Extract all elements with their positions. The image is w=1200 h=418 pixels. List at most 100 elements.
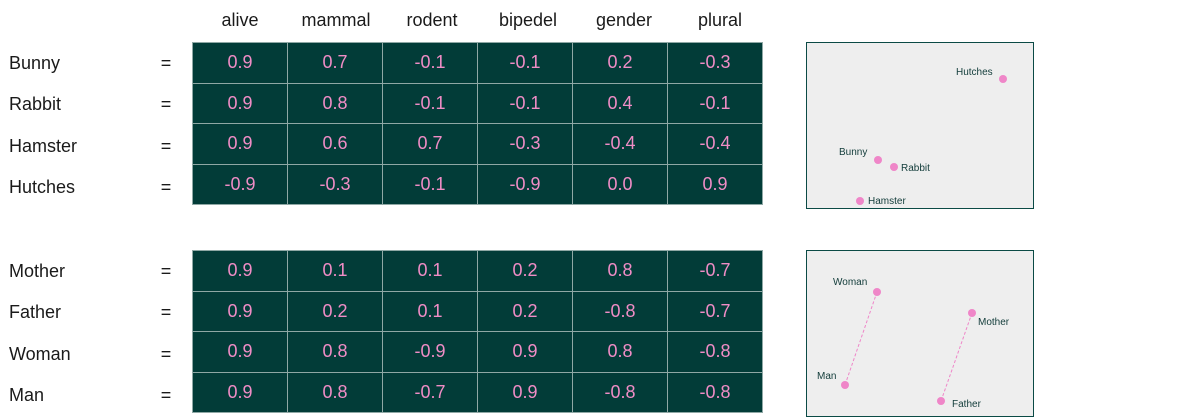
equals-sign: = (160, 302, 172, 322)
point-father (937, 397, 945, 405)
table-row: 0.9 0.8 -0.7 0.9 -0.8 -0.8 (192, 371, 763, 413)
vector-cell: 0.9 (477, 331, 573, 373)
vector-cell: -0.3 (667, 42, 763, 84)
point-bunny (874, 156, 882, 164)
word-label: Hamster (9, 136, 78, 156)
equals-sign: = (160, 261, 172, 281)
vector-cell: -0.1 (382, 163, 478, 205)
point-man (841, 381, 849, 389)
embedding-plot-canvas: Hutches Bunny Rabbit Hamster (839, 67, 1007, 207)
point-label-woman: Woman (833, 277, 867, 288)
word-label: Woman (9, 344, 71, 364)
feature-header-rodent: rodent (406, 10, 458, 30)
embedding-plot-canvas: Woman Man Mother Father (817, 277, 1010, 410)
vector-cell: -0.4 (572, 123, 668, 165)
vector-cell: 0.4 (572, 82, 668, 124)
vector-cell: -0.9 (382, 331, 478, 373)
vector-cell: 0.1 (382, 250, 478, 292)
vector-cell: 0.9 (192, 371, 288, 413)
vector-cell: -0.1 (477, 82, 573, 124)
table-row: 0.9 0.2 0.1 0.2 -0.8 -0.7 (192, 290, 763, 332)
equals-sign: = (160, 53, 172, 73)
vector-cell: 0.2 (477, 250, 573, 292)
vector-cell: 0.8 (572, 250, 668, 292)
vector-cell: 0.2 (572, 42, 668, 84)
point-label-hamster: Hamster (868, 196, 906, 207)
feature-header-plural: plural (697, 10, 743, 30)
point-label-rabbit: Rabbit (901, 163, 930, 174)
table-row: 0.9 0.1 0.1 0.2 0.8 -0.7 (192, 250, 763, 292)
vector-cell: 0.6 (287, 123, 383, 165)
vector-cell: 0.9 (667, 163, 763, 205)
vector-cell: -0.8 (572, 371, 668, 413)
vector-cell: 0.9 (192, 82, 288, 124)
table-row: 0.9 0.6 0.7 -0.3 -0.4 -0.4 (192, 123, 763, 165)
vector-cell: 0.9 (192, 250, 288, 292)
vector-cell: -0.1 (667, 82, 763, 124)
vector-cell: -0.1 (382, 42, 478, 84)
vector-cell: 0.1 (382, 290, 478, 332)
vector-table-animals: 0.9 0.7 -0.1 -0.1 0.2 -0.3 0.9 0.8 -0.1 … (192, 42, 763, 205)
relation-line-mother-father (940, 312, 973, 402)
word-label: Bunny (9, 53, 61, 73)
equals-sign: = (160, 344, 172, 364)
vector-cell: 0.7 (382, 123, 478, 165)
point-label-man: Man (817, 371, 836, 382)
vector-cell: -0.9 (192, 163, 288, 205)
vector-cell: 0.7 (287, 42, 383, 84)
point-woman (873, 288, 881, 296)
point-hutches (999, 75, 1007, 83)
vector-cell: 0.9 (192, 123, 288, 165)
vector-cell: 0.2 (287, 290, 383, 332)
point-mother (968, 309, 976, 317)
word-label: Father (9, 302, 62, 322)
embedding-plot-people: Woman Man Mother Father (806, 250, 1034, 417)
vector-cell: 0.8 (287, 331, 383, 373)
word-label: Hutches (9, 177, 76, 197)
vector-cell: -0.3 (287, 163, 383, 205)
table-row: 0.9 0.8 -0.1 -0.1 0.4 -0.1 (192, 82, 763, 124)
table-row: 0.9 0.8 -0.9 0.9 0.8 -0.8 (192, 331, 763, 373)
vector-cell: -0.7 (667, 290, 763, 332)
feature-header-alive: alive (221, 10, 259, 30)
vector-table-people: 0.9 0.1 0.1 0.2 0.8 -0.7 0.9 0.2 0.1 0.2… (192, 250, 763, 413)
vector-cell: 0.9 (477, 371, 573, 413)
point-label-hutches: Hutches (956, 67, 993, 78)
feature-header-bipedel: bipedel (498, 10, 558, 30)
equals-sign: = (160, 136, 172, 156)
equals-sign: = (160, 385, 172, 405)
vector-cell: 0.9 (192, 331, 288, 373)
feature-header-gender: gender (595, 10, 653, 30)
point-label-father: Father (952, 399, 982, 410)
vector-cell: 0.9 (192, 42, 288, 84)
feature-header-mammal: mammal (301, 10, 371, 30)
word-label: Mother (9, 261, 66, 281)
word-label: Rabbit (9, 94, 62, 114)
table-row: 0.9 0.7 -0.1 -0.1 0.2 -0.3 (192, 42, 763, 84)
vector-cell: -0.1 (382, 82, 478, 124)
vector-cell: 0.9 (192, 290, 288, 332)
vector-cell: -0.4 (667, 123, 763, 165)
vector-cell: -0.3 (477, 123, 573, 165)
vector-cell: -0.8 (667, 331, 763, 373)
equals-sign: = (160, 94, 172, 114)
relation-line-woman-man (844, 291, 878, 386)
vector-cell: -0.9 (477, 163, 573, 205)
vector-cell: 0.8 (287, 82, 383, 124)
vector-cell: 0.2 (477, 290, 573, 332)
point-hamster (856, 197, 864, 205)
equals-sign: = (160, 177, 172, 197)
vector-cell: -0.1 (477, 42, 573, 84)
vector-cell: -0.7 (667, 250, 763, 292)
vector-cell: -0.7 (382, 371, 478, 413)
point-label-mother: Mother (978, 317, 1010, 328)
word-label: Man (9, 385, 45, 405)
table-row: -0.9 -0.3 -0.1 -0.9 0.0 0.9 (192, 163, 763, 205)
embedding-plot-animals: Hutches Bunny Rabbit Hamster (806, 42, 1034, 209)
vector-cell: 0.8 (287, 371, 383, 413)
vector-cell: 0.8 (572, 331, 668, 373)
vector-cell: -0.8 (667, 371, 763, 413)
vector-cell: 0.0 (572, 163, 668, 205)
vector-cell: -0.8 (572, 290, 668, 332)
point-label-bunny: Bunny (839, 147, 867, 158)
